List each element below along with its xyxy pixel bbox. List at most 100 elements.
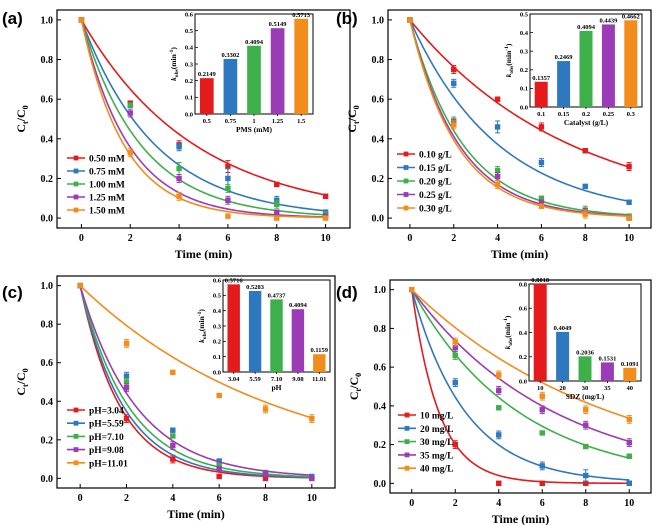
x-tick-label: 0 <box>409 498 414 509</box>
y-tick-label: 0.0 <box>41 474 54 485</box>
fit-curve <box>410 289 630 485</box>
x-tick-label: 4 <box>177 233 182 244</box>
x-tick-label: 4 <box>496 498 501 509</box>
data-point <box>452 352 458 359</box>
inset-bar <box>601 24 615 107</box>
inset-y-tick-label: 0.0 <box>519 378 527 385</box>
x-tick-label: 8 <box>583 233 588 244</box>
x-tick-label: 0 <box>79 233 84 244</box>
inset-bar <box>600 362 614 381</box>
x-tick-label: 2 <box>453 498 458 509</box>
data-point <box>123 385 130 391</box>
legend-entry: 0.75 mM <box>67 168 125 178</box>
data-point <box>274 215 280 221</box>
x-tick-label: 10 <box>321 233 331 244</box>
data-point <box>538 203 545 209</box>
inset-x-tick-label: 0.15 <box>558 111 570 118</box>
data-point <box>309 475 315 482</box>
data-point <box>309 415 315 422</box>
y-tick-label: 0.8 <box>372 55 385 66</box>
series-0.10-g-L <box>407 17 632 172</box>
plot-frame <box>387 9 652 229</box>
legend-marker <box>404 412 410 418</box>
inset-y-tick-label: 0.4 <box>520 30 529 37</box>
inset-x-tick-label: 5.59 <box>249 376 261 383</box>
fit-curve <box>409 19 630 203</box>
inset-x-tick-label: 7.10 <box>271 376 282 383</box>
data-point <box>170 433 176 439</box>
series-pH-11.01 <box>77 282 315 423</box>
inset-x-tick-label: 0.2 <box>582 111 590 118</box>
data-point <box>494 124 501 130</box>
fit-curve <box>80 19 326 212</box>
data-point <box>170 427 176 433</box>
data-point <box>176 175 182 182</box>
fit-curve <box>409 19 630 217</box>
panel-d: 0 2 4 6 8 10 0.0 0.2 0.4 0.6 0.8 1.0 Time (min) Ct/C0… <box>336 277 652 525</box>
inset-x-tick-label: 9.08 <box>292 376 304 383</box>
inset-y-axis-label: kobs(min-1) <box>504 43 515 77</box>
inset-bar-value-label: 0.2149 <box>198 71 217 78</box>
inset-bar-value-label: 0.4737 <box>268 292 287 299</box>
inset-bar <box>294 18 309 114</box>
inset-bar <box>247 45 261 115</box>
fit-curve <box>80 19 326 196</box>
fit-curve <box>409 19 630 168</box>
data-point <box>78 17 85 23</box>
legend-entry: 0.20 g/L <box>397 178 452 188</box>
data-point <box>77 282 83 289</box>
y-tick-label: 0.6 <box>372 95 385 106</box>
data-point <box>539 393 545 399</box>
data-point <box>494 181 501 188</box>
inset-y-tick-label: 0.2 <box>519 354 527 361</box>
fit-curve <box>79 285 312 479</box>
x-tick-label: 8 <box>583 498 588 509</box>
inset-x-tick-label: 3.04 <box>228 376 240 383</box>
y-tick-label: 0.0 <box>372 214 385 225</box>
data-point <box>539 407 545 413</box>
inset-y-tick-label: 0.6 <box>213 277 222 284</box>
inset-bar <box>313 354 326 372</box>
inset-bar-value-label: 0.4049 <box>554 325 573 332</box>
fit-curve <box>79 285 312 478</box>
data-point <box>322 215 329 221</box>
panel-c: 0 2 4 6 8 10 0.0 0.2 0.4 0.6 0.8 1.0 Time (min) Ct/C0… <box>2 275 336 521</box>
y-tick-label: 0.2 <box>41 435 54 446</box>
data-point <box>626 416 632 423</box>
fit-curve <box>80 19 326 218</box>
inset-x-axis-label: PMS (mM) <box>236 125 273 134</box>
inset-bar-value-label: 0.4439 <box>599 17 618 24</box>
x-axis-label: Time (min) <box>492 512 549 525</box>
inset-bar <box>624 20 638 107</box>
data-point <box>539 463 545 469</box>
x-tick-label: 4 <box>170 493 175 504</box>
data-point <box>538 159 545 166</box>
inset-y-axis-label: kobs(min-1) <box>503 315 514 349</box>
data-point <box>582 148 588 154</box>
fit-curve <box>409 19 630 218</box>
y-tick-label: 0.6 <box>41 358 54 369</box>
inset-y-tick-label: 0.0 <box>520 104 528 111</box>
inset-x-tick-label: 11.01 <box>312 376 326 383</box>
legend-marker <box>73 447 79 452</box>
x-axis-label: Time (min) <box>175 247 232 261</box>
y-tick-label: 1.0 <box>372 15 385 26</box>
series-40-mg-L <box>409 286 632 424</box>
inset-x-tick-label: 1.25 <box>272 118 284 125</box>
plot-frame <box>56 9 351 229</box>
data-point <box>262 406 269 412</box>
data-point <box>451 122 457 128</box>
y-axis-label: Ct/C0 <box>345 105 361 132</box>
legend-entry: pH=11.01 <box>67 459 128 469</box>
inset-bar-value-label: 0.8018 <box>531 277 550 284</box>
data-point <box>216 392 222 399</box>
data-point <box>539 480 545 487</box>
inset-bar-value-label: 0.2036 <box>576 349 595 356</box>
data-point <box>496 387 502 394</box>
inset-bar-chart: 0.0 0.1 0.2 0.3 0.4 0.5 0.6 0.2149 0.5 0.3302 0.75… <box>169 11 314 134</box>
inset-bar <box>578 356 592 381</box>
legend-label: 10 mg/L <box>420 412 454 422</box>
legend-entry: 1.50 mM <box>67 207 125 217</box>
legend-marker <box>73 207 79 213</box>
panel-label: (a) <box>2 9 23 28</box>
